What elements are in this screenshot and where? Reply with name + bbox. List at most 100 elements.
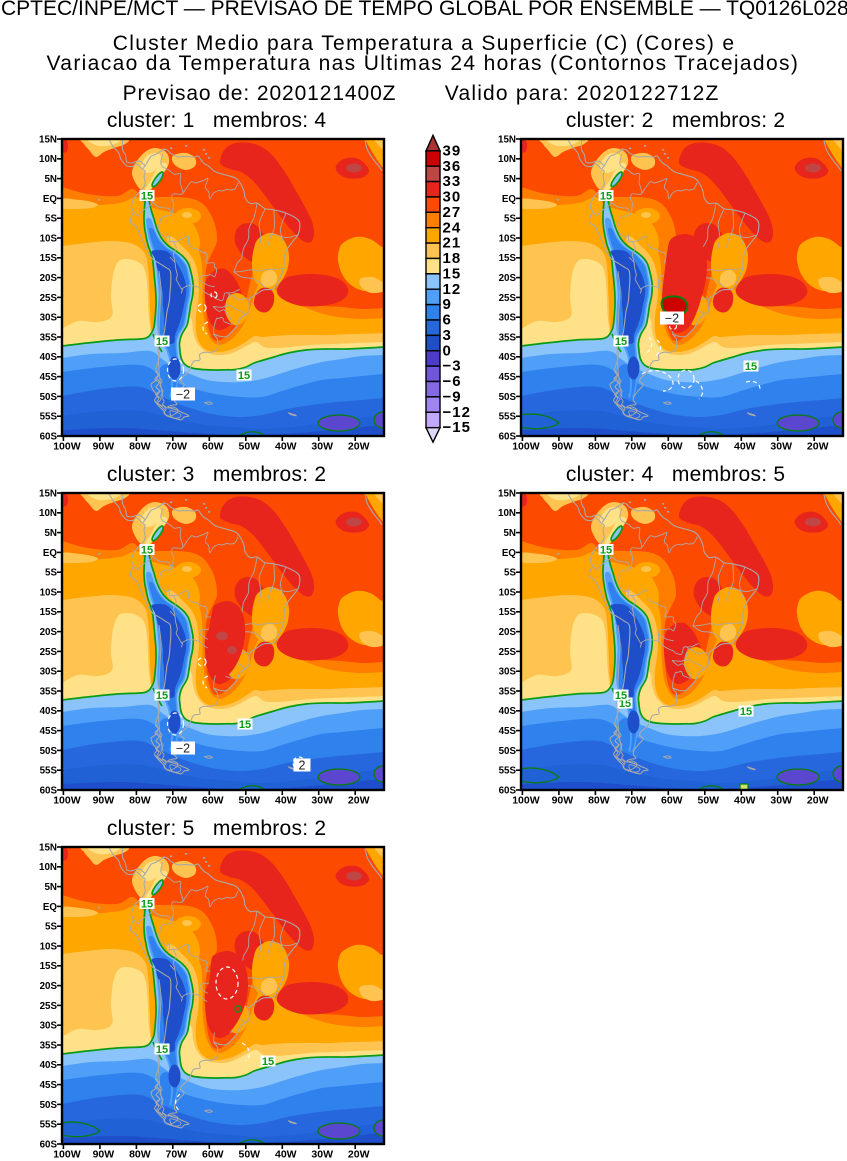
svg-text:15N: 15N	[498, 134, 516, 145]
svg-text:40S: 40S	[40, 706, 58, 717]
svg-text:40W: 40W	[275, 1149, 297, 1161]
svg-text:36: 36	[443, 158, 462, 175]
svg-text:40W: 40W	[275, 441, 297, 453]
svg-text:70W: 70W	[625, 441, 647, 453]
svg-text:33: 33	[443, 173, 462, 190]
svg-text:30W: 30W	[311, 441, 333, 453]
svg-text:80W: 80W	[129, 441, 151, 453]
svg-text:25S: 25S	[40, 293, 58, 304]
svg-text:5S: 5S	[504, 568, 516, 579]
svg-text:40W: 40W	[734, 795, 756, 807]
svg-text:90W: 90W	[552, 441, 574, 453]
svg-text:15: 15	[156, 1044, 168, 1056]
svg-text:80W: 80W	[129, 795, 151, 807]
svg-text:10N: 10N	[39, 154, 57, 165]
svg-text:15N: 15N	[39, 134, 57, 145]
svg-text:15: 15	[740, 706, 752, 718]
svg-text:90W: 90W	[552, 795, 574, 807]
svg-text:15: 15	[615, 336, 627, 348]
svg-text:15: 15	[600, 545, 612, 557]
svg-text:35S: 35S	[499, 686, 517, 697]
svg-text:30S: 30S	[40, 313, 58, 324]
svg-text:30S: 30S	[40, 667, 58, 678]
svg-text:55S: 55S	[499, 766, 517, 777]
svg-text:10S: 10S	[499, 587, 517, 598]
svg-text:15: 15	[141, 191, 153, 203]
svg-text:50S: 50S	[499, 746, 517, 757]
svg-text:50S: 50S	[499, 392, 517, 403]
svg-text:27: 27	[443, 204, 462, 221]
svg-text:30W: 30W	[770, 441, 792, 453]
svg-text:5S: 5S	[45, 922, 57, 933]
svg-text:15S: 15S	[499, 607, 517, 618]
svg-text:55S: 55S	[40, 1120, 58, 1131]
svg-text:40S: 40S	[40, 352, 58, 363]
svg-text:−6: −6	[443, 373, 462, 390]
svg-text:40S: 40S	[499, 352, 517, 363]
svg-text:30W: 30W	[311, 795, 333, 807]
svg-text:20S: 20S	[499, 627, 517, 638]
svg-text:30S: 30S	[40, 1021, 58, 1032]
svg-text:EQ: EQ	[502, 194, 517, 205]
svg-text:12: 12	[443, 281, 462, 298]
svg-text:70W: 70W	[625, 795, 647, 807]
svg-text:50W: 50W	[239, 441, 261, 453]
svg-text:30W: 30W	[311, 1149, 333, 1161]
svg-text:15: 15	[156, 690, 168, 702]
svg-text:40W: 40W	[275, 795, 297, 807]
svg-text:15S: 15S	[499, 253, 517, 264]
svg-text:15: 15	[745, 361, 757, 373]
svg-text:6: 6	[443, 312, 452, 329]
svg-text:60W: 60W	[202, 441, 224, 453]
svg-text:50S: 50S	[40, 392, 58, 403]
svg-text:100W: 100W	[512, 795, 540, 807]
svg-text:10N: 10N	[39, 508, 57, 519]
svg-text:60S: 60S	[499, 431, 517, 442]
svg-text:10S: 10S	[499, 233, 517, 244]
svg-text:30W: 30W	[770, 795, 792, 807]
svg-text:70W: 70W	[166, 795, 188, 807]
svg-text:40W: 40W	[734, 441, 756, 453]
svg-text:60W: 60W	[202, 1149, 224, 1161]
svg-text:−12: −12	[443, 404, 471, 421]
svg-text:50W: 50W	[698, 441, 720, 453]
svg-text:90W: 90W	[93, 795, 115, 807]
svg-text:60S: 60S	[40, 785, 58, 796]
svg-text:20S: 20S	[40, 273, 58, 284]
svg-text:EQ: EQ	[502, 548, 517, 559]
svg-text:60S: 60S	[40, 431, 58, 442]
svg-text:EQ: EQ	[43, 548, 58, 559]
svg-text:10N: 10N	[498, 508, 516, 519]
svg-text:55S: 55S	[40, 766, 58, 777]
svg-text:35S: 35S	[40, 686, 58, 697]
svg-text:25S: 25S	[499, 647, 517, 658]
svg-text:30S: 30S	[499, 313, 517, 324]
svg-text:−9: −9	[443, 388, 462, 405]
svg-text:10S: 10S	[40, 233, 58, 244]
svg-text:50W: 50W	[698, 795, 720, 807]
svg-text:45S: 45S	[499, 726, 517, 737]
svg-text:100W: 100W	[53, 441, 81, 453]
svg-text:15: 15	[600, 191, 612, 203]
svg-text:5S: 5S	[504, 214, 516, 225]
svg-text:20W: 20W	[348, 795, 370, 807]
svg-text:10S: 10S	[40, 941, 58, 952]
svg-text:45S: 45S	[499, 372, 517, 383]
svg-text:100W: 100W	[53, 1149, 81, 1161]
svg-text:21: 21	[443, 235, 462, 252]
svg-text:30S: 30S	[499, 667, 517, 678]
svg-text:90W: 90W	[93, 441, 115, 453]
svg-text:15: 15	[239, 719, 251, 731]
svg-text:50W: 50W	[239, 1149, 261, 1161]
svg-text:80W: 80W	[588, 795, 610, 807]
svg-text:70W: 70W	[166, 441, 188, 453]
svg-text:5N: 5N	[503, 174, 516, 185]
svg-text:15N: 15N	[39, 488, 57, 499]
svg-text:−2: −2	[176, 742, 190, 756]
svg-text:60S: 60S	[499, 785, 517, 796]
svg-text:20W: 20W	[807, 441, 829, 453]
svg-text:15: 15	[443, 265, 462, 282]
svg-text:80W: 80W	[588, 441, 610, 453]
svg-text:90W: 90W	[93, 1149, 115, 1161]
svg-text:−2: −2	[176, 388, 190, 402]
